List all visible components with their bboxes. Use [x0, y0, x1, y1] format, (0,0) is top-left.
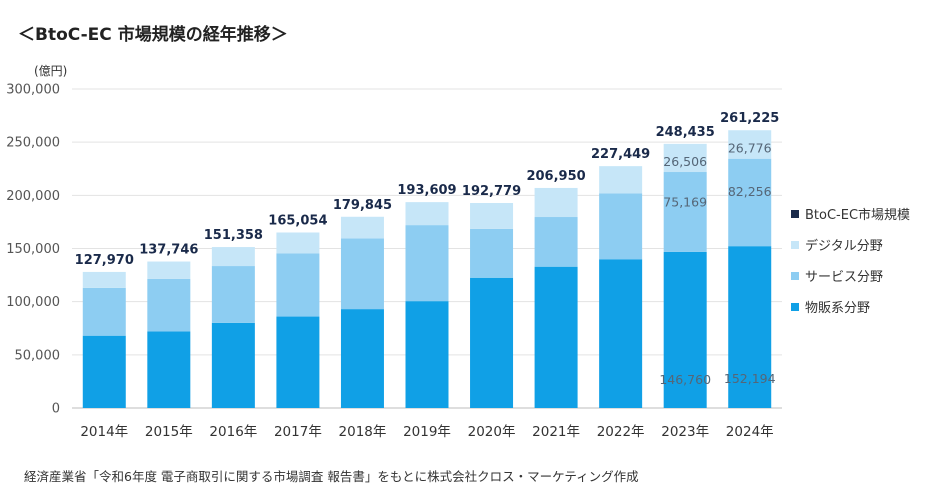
total-label: 206,950	[526, 169, 585, 184]
x-tick-label: 2020年	[468, 424, 516, 440]
y-tick-label: 100,000	[6, 295, 60, 310]
legend-label: デジタル分野	[805, 238, 883, 254]
bar-segment	[147, 261, 191, 279]
bar-segment	[405, 225, 449, 302]
bar-segment	[728, 130, 772, 159]
total-label: 137,746	[139, 243, 198, 258]
x-tick-label: 2014年	[80, 424, 128, 440]
total-label: 127,970	[75, 253, 134, 268]
y-tick-label: 0	[52, 402, 60, 417]
legend-swatch	[791, 210, 799, 218]
total-label: 261,225	[720, 111, 779, 126]
bar-segment	[147, 278, 191, 332]
source-note: 経済産業省「令和6年度 電子商取引に関する市場調査 報告書」をもとに株式会社クロ…	[24, 469, 639, 484]
chart-title: ＜BtoC-EC 市場規模の経年推移＞	[18, 25, 288, 45]
bar-segment	[211, 266, 255, 323]
x-tick-label: 2016年	[209, 424, 257, 440]
x-tick-label: 2021年	[532, 424, 580, 440]
total-label: 227,449	[591, 147, 650, 162]
legend-swatch	[791, 241, 799, 249]
bar-segment	[728, 246, 772, 408]
total-label: 248,435	[656, 125, 715, 140]
bar-segment	[470, 277, 514, 408]
total-label: 165,054	[268, 213, 327, 228]
legend-label: 物販系分野	[805, 301, 870, 316]
bar-segment	[470, 228, 514, 278]
bar-segment	[663, 143, 707, 173]
bar-segment	[405, 301, 449, 408]
y-axis-unit: (億円)	[34, 64, 67, 78]
x-tick-label: 2022年	[597, 424, 645, 440]
segment-value-label: 26,776	[728, 141, 772, 156]
y-tick-label: 300,000	[6, 83, 60, 98]
bar-segment	[340, 238, 384, 310]
segment-value-label: 146,760	[659, 372, 711, 387]
bar-segment	[82, 335, 126, 408]
bar-segment	[599, 193, 643, 260]
bar-segment	[82, 287, 126, 336]
x-tick-label: 2017年	[274, 424, 322, 440]
bar-segment	[728, 158, 772, 247]
bar-segment	[340, 216, 384, 239]
bar-segment	[211, 322, 255, 408]
y-tick-label: 50,000	[15, 348, 61, 363]
bar-segment	[599, 259, 643, 408]
y-tick-label: 200,000	[6, 189, 60, 204]
total-label: 192,779	[462, 184, 521, 199]
bar-segment	[534, 217, 578, 267]
bar-segment	[82, 271, 126, 288]
bar-segment	[276, 232, 320, 254]
segment-value-label: 152,194	[724, 371, 776, 386]
bar-segment	[276, 253, 320, 317]
segment-value-label: 82,256	[728, 184, 772, 199]
segment-value-label: 26,506	[663, 154, 707, 169]
x-tick-label: 2024年	[726, 424, 774, 440]
bar-segment	[276, 316, 320, 408]
y-tick-label: 250,000	[6, 136, 60, 151]
bar-segment	[147, 331, 191, 408]
total-label: 179,845	[333, 198, 392, 213]
legend-label: サービス分野	[805, 270, 883, 285]
y-tick-label: 150,000	[6, 242, 60, 257]
bar-segment	[470, 203, 514, 229]
bar-segment	[534, 187, 578, 218]
x-tick-label: 2023年	[661, 424, 709, 440]
legend-label: BtoC-EC市場規模	[805, 207, 910, 223]
legend-swatch	[791, 303, 799, 311]
bar-segment	[340, 309, 384, 408]
x-tick-label: 2015年	[145, 424, 193, 440]
bar-segment	[599, 166, 643, 194]
x-tick-label: 2018年	[339, 424, 387, 440]
bar-segment	[663, 251, 707, 408]
bar-segment	[534, 266, 578, 408]
total-label: 151,358	[204, 228, 263, 243]
legend-swatch	[791, 272, 799, 280]
total-label: 193,609	[397, 183, 456, 198]
bar-segment	[211, 247, 255, 267]
segment-value-label: 75,169	[663, 194, 707, 209]
bar-segment	[405, 202, 449, 226]
x-tick-label: 2019年	[403, 424, 451, 440]
bar-segment	[663, 172, 707, 252]
